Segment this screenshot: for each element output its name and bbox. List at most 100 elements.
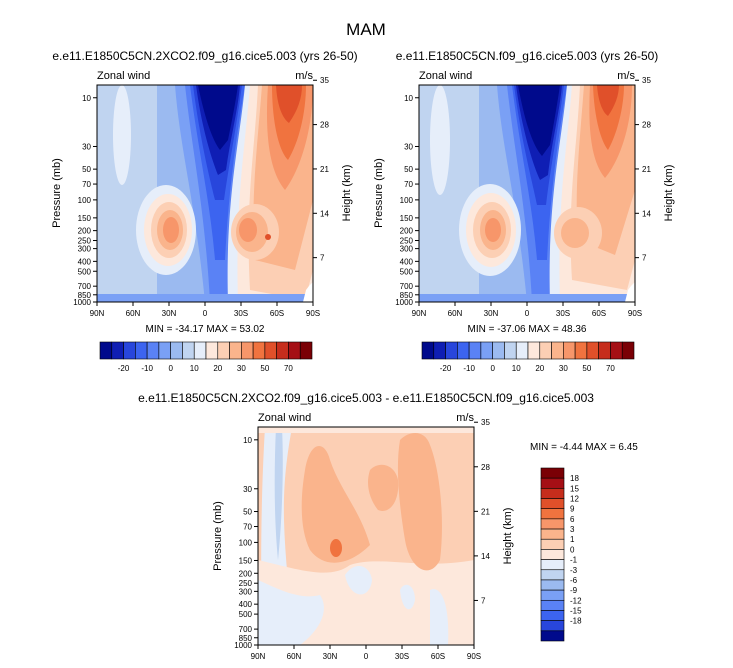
y-tick-label: 50	[82, 165, 91, 174]
colorbar-label: 0	[490, 364, 495, 373]
colorbar-swatch	[205, 341, 219, 360]
sh-jet-inner	[561, 218, 589, 248]
y-tick-label: 250	[78, 237, 92, 246]
colorbar-swatch	[193, 341, 207, 360]
colorbar-label: -10	[141, 364, 153, 373]
colorbar-swatch	[445, 341, 458, 360]
colorbar-label: 9	[570, 505, 575, 514]
y-tick-label: 250	[239, 579, 253, 588]
colorbar-swatch	[540, 559, 565, 571]
y-tick-label: 1000	[73, 298, 91, 307]
colorbar-swatch	[229, 341, 242, 360]
x-tick-label: 90N	[412, 309, 427, 318]
colorbar-swatch	[574, 341, 588, 360]
y-axis-label: Pressure (mb)	[212, 501, 224, 571]
lower-negative-centre	[345, 565, 372, 595]
y-tick-label: 300	[78, 245, 92, 254]
units-label: m/s	[617, 70, 635, 82]
colorbar-swatch	[540, 528, 565, 540]
y-tick-label: 700	[400, 282, 414, 291]
y-tick-label: 150	[78, 214, 92, 223]
colorbar-swatch	[158, 341, 171, 360]
y2-tick-label: 7	[320, 254, 325, 263]
colorbar-label: -1	[570, 556, 578, 565]
tropical-easterly-core	[518, 85, 560, 156]
sh-jet-inner	[239, 218, 257, 242]
y-tick-label: 500	[400, 267, 414, 276]
units-label: m/s	[295, 70, 313, 82]
y2-tick-label: 14	[642, 209, 651, 218]
y-tick-label: 30	[404, 142, 413, 151]
y-tick-label: 500	[239, 610, 253, 619]
y2-tick-label: 35	[320, 76, 329, 85]
figure-title: MAM	[346, 20, 386, 39]
x-tick-label: 90N	[90, 309, 105, 318]
y-axis-label: Pressure (mb)	[51, 158, 63, 228]
colorbar-swatch	[241, 341, 254, 360]
colorbar-swatch	[540, 589, 565, 601]
colorbar-swatch	[468, 341, 482, 360]
colorbar: -20 -10 0 10 20 30 50 70	[99, 341, 313, 373]
surface-terrain	[303, 282, 313, 302]
colorbar-swatch	[217, 341, 230, 360]
colorbar-swatch	[480, 341, 493, 360]
y-tick-label: 300	[239, 587, 253, 596]
colorbar-swatch	[540, 630, 565, 642]
x-tick-label: 30N	[323, 652, 338, 661]
y-tick-label: 200	[239, 569, 253, 578]
colorbar-swatch	[540, 488, 565, 499]
y-tick-label: 850	[400, 291, 414, 300]
surface-band	[419, 294, 635, 302]
y-tick-label: 100	[78, 196, 92, 205]
y2-tick-label: 28	[642, 121, 651, 130]
y-tick-label: 30	[82, 142, 91, 151]
upper-positive-zone	[367, 464, 399, 511]
colorbar-swatch	[515, 341, 529, 360]
top-neutral	[258, 427, 474, 433]
colorbar-swatch	[540, 518, 565, 530]
y-tick-label: 200	[78, 227, 92, 236]
y-tick-label: 70	[82, 180, 91, 189]
x-tick-label: 0	[364, 652, 369, 661]
x-tick-label: 60S	[592, 309, 606, 318]
colorbar-label: 50	[260, 364, 269, 373]
units-label: m/s	[456, 412, 474, 424]
axes: 1030507010015020025030040050070085010003…	[234, 418, 490, 661]
x-tick-label: 90S	[628, 309, 642, 318]
x-tick-label: 60N	[287, 652, 302, 661]
x-tick-label: 60S	[431, 652, 445, 661]
colorbar-swatch	[182, 341, 195, 360]
colorbar-label: -3	[570, 566, 578, 575]
colorbar-swatch	[621, 341, 635, 360]
y2-tick-label: 21	[642, 165, 651, 174]
y-tick-label: 400	[239, 600, 253, 609]
sh-westerly-core	[276, 85, 302, 123]
y2-tick-label: 14	[320, 209, 329, 218]
y-tick-label: 700	[78, 282, 92, 291]
y2-tick-label: 7	[642, 254, 647, 263]
panel-difference: e.e11.E1850C5CN.2XCO2.f09_g16.cice5.003 …	[138, 391, 638, 661]
x-tick-label: 90N	[251, 652, 266, 661]
y2-tick-label: 28	[481, 463, 490, 472]
contour-field	[419, 85, 635, 302]
y-tick-label: 10	[82, 94, 91, 103]
x-tick-label: 30S	[234, 309, 248, 318]
sh-westerly-core	[597, 85, 619, 116]
y2-tick-label: 28	[320, 121, 329, 130]
colorbar-swatch	[551, 341, 564, 360]
colorbar-swatch	[586, 341, 599, 360]
axes: 1030507010015020025030040050070085010003…	[395, 76, 651, 318]
y2-tick-label: 7	[481, 596, 486, 605]
y-tick-label: 10	[243, 436, 252, 445]
stats-text: MIN = -4.44 MAX = 6.45	[530, 442, 638, 453]
y2-tick-label: 35	[481, 418, 490, 427]
colorbar-swatch	[540, 620, 565, 632]
colorbar-swatch	[299, 341, 313, 360]
x-tick-label: 0	[525, 309, 530, 318]
y-tick-label: 50	[404, 165, 413, 174]
y-tick-label: 400	[78, 257, 92, 266]
y2-axis-label: Height (km)	[502, 508, 514, 565]
colorbar-swatch	[598, 341, 611, 360]
contour-field	[97, 85, 313, 302]
